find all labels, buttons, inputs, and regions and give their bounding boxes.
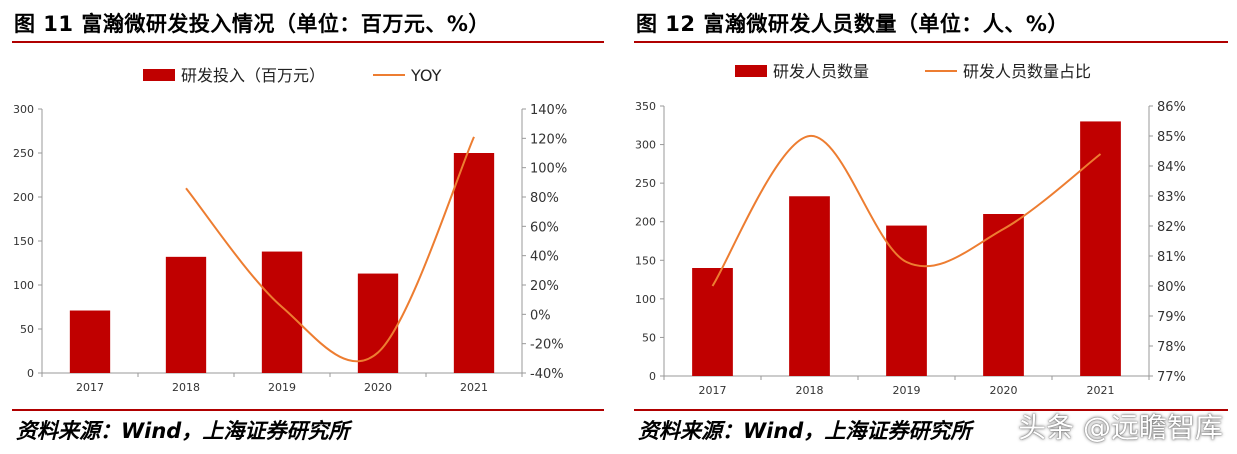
- bar-2018: [165, 256, 207, 373]
- figure-12-chart: 0 50 100 150 200 250 300 350 77% 78% 79% 80% 81% 82% 8…: [635, 62, 1186, 397]
- bar-2021: [453, 153, 495, 373]
- x-tick-label: 2017: [699, 384, 727, 397]
- legend-bar-label: 研发人员数量: [773, 62, 869, 81]
- figure-11-title: 图 11 富瀚微研发投入情况（单位：百万元、%）: [14, 12, 490, 36]
- figure-12-source: 资料来源：Wind，上海证券研究所: [638, 419, 972, 443]
- right-tick-label: 40%: [530, 250, 559, 265]
- right-tick-label: 82%: [1157, 220, 1186, 235]
- right-tick-label: 81%: [1157, 250, 1186, 265]
- figure-11-top-rule: [12, 41, 604, 43]
- bar-2018: [789, 196, 830, 376]
- legend-line-label: YOY: [410, 66, 442, 85]
- x-tick-label: 2018: [172, 381, 200, 394]
- right-tick-label: 79%: [1157, 310, 1186, 325]
- x-tick-label: 2017: [76, 381, 104, 394]
- right-tick-label: -20%: [530, 338, 564, 353]
- right-tick-label: 60%: [530, 220, 559, 235]
- line-series-yoy: [185, 136, 475, 363]
- left-tick-label: 100: [635, 293, 656, 306]
- right-tick-label: 78%: [1157, 340, 1186, 355]
- left-tick-label: 50: [20, 323, 34, 336]
- x-tick-label: 2021: [1087, 384, 1115, 397]
- right-tick-label: 120%: [530, 132, 567, 147]
- right-tick-label: 80%: [530, 191, 559, 206]
- left-tick-label: 200: [13, 191, 34, 204]
- figure-12-panel: 图 12 富瀚微研发人员数量（单位：人、%） 0 50 100 150 200 250 30…: [622, 0, 1237, 454]
- left-tick-label: 300: [13, 103, 34, 116]
- legend-bar-label: 研发投入（百万元）: [181, 66, 325, 85]
- left-tick-label: 250: [13, 147, 34, 160]
- legend-bar-swatch: [143, 69, 175, 81]
- left-tick-label: 300: [635, 139, 656, 152]
- x-tick-label: 2020: [364, 381, 392, 394]
- bar-2020: [983, 214, 1024, 376]
- right-tick-label: -40%: [530, 367, 564, 382]
- right-tick-label: 80%: [1157, 280, 1186, 295]
- left-tick-label: 0: [27, 367, 34, 380]
- left-tick-label: 150: [635, 254, 656, 267]
- figure-12-bottom-rule: [634, 409, 1228, 411]
- right-tick-label: 0%: [530, 308, 551, 323]
- right-tick-label: 83%: [1157, 190, 1186, 205]
- right-tick-label: 77%: [1157, 370, 1186, 385]
- left-tick-label: 250: [635, 177, 656, 190]
- x-tick-label: 2018: [796, 384, 824, 397]
- watermark-text: 头条 @远瞻智库: [1018, 411, 1223, 444]
- bar-2019: [261, 251, 303, 373]
- right-tick-label: 100%: [530, 162, 567, 177]
- figure-12-top-rule: [634, 41, 1228, 43]
- x-tick-label: 2021: [460, 381, 488, 394]
- bar-2017: [69, 310, 111, 373]
- figure-12-title: 图 12 富瀚微研发人员数量（单位：人、%）: [636, 12, 1069, 36]
- right-tick-label: 140%: [530, 103, 567, 118]
- right-tick-label: 86%: [1157, 100, 1186, 115]
- figure-11-bottom-rule: [12, 409, 604, 411]
- left-tick-label: 0: [649, 370, 656, 383]
- legend-line-label: 研发人员数量占比: [963, 62, 1091, 81]
- left-tick-label: 50: [642, 331, 656, 344]
- x-tick-label: 2020: [990, 384, 1018, 397]
- right-tick-label: 20%: [530, 279, 559, 294]
- bar-2020: [357, 273, 399, 373]
- figure-11-panel: 图 11 富瀚微研发投入情况（单位：百万元、%） 0 50 100 150 200 250…: [0, 0, 615, 454]
- legend-bar-swatch: [735, 65, 767, 77]
- left-tick-label: 350: [635, 100, 656, 113]
- bar-2021: [1080, 121, 1121, 376]
- left-tick-label: 150: [13, 235, 34, 248]
- right-tick-label: 84%: [1157, 160, 1186, 175]
- figure-11-chart: 0 50 100 150 200 250 300 -40% -20% 0% 20% 40% 60% 80%…: [13, 66, 567, 394]
- figure-11-source: 资料来源：Wind，上海证券研究所: [16, 419, 350, 443]
- x-tick-label: 2019: [893, 384, 921, 397]
- right-tick-label: 85%: [1157, 130, 1186, 145]
- left-tick-label: 200: [635, 216, 656, 229]
- line-series-ratio: [711, 134, 1102, 287]
- left-tick-label: 100: [13, 279, 34, 292]
- x-tick-label: 2019: [268, 381, 296, 394]
